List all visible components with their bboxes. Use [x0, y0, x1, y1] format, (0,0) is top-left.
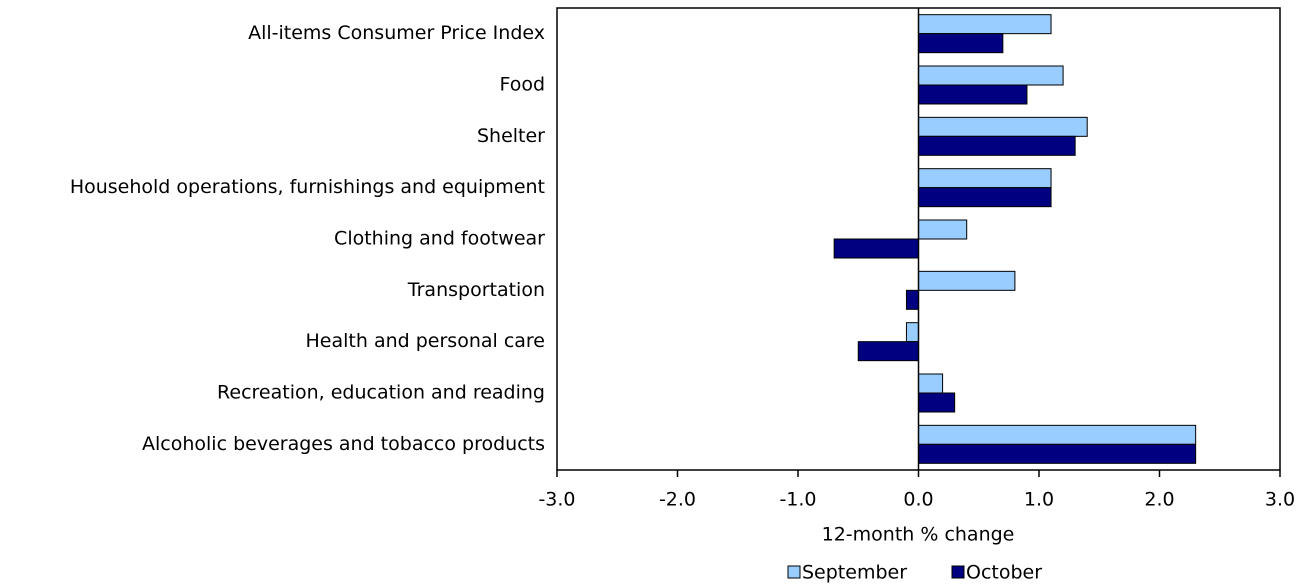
- y-tick-label: Transportation: [407, 279, 545, 301]
- y-tick-label: Health and personal care: [306, 330, 545, 352]
- bar: [918, 135, 1076, 156]
- x-tick-label: -2.0: [659, 489, 696, 511]
- bar: [918, 65, 1064, 86]
- bar: [857, 341, 919, 362]
- legend-label: October: [966, 562, 1042, 584]
- x-tick-label: 3.0: [1265, 489, 1295, 511]
- bar: [918, 33, 1004, 54]
- x-tick-label: -1.0: [779, 489, 816, 511]
- bar: [833, 238, 920, 259]
- bar: [918, 84, 1028, 105]
- y-tick-label: Clothing and footwear: [334, 228, 545, 250]
- bar: [918, 168, 1052, 189]
- x-tick-label: 2.0: [1144, 489, 1174, 511]
- bar: [918, 443, 1197, 464]
- y-tick-label: Household operations, furnishings and eq…: [70, 176, 545, 198]
- x-axis-label: 12-month % change: [822, 524, 1015, 546]
- bar: [918, 219, 968, 240]
- bar: [905, 322, 920, 343]
- y-tick-label: All-items Consumer Price Index: [248, 22, 545, 44]
- x-tick-label: -3.0: [538, 489, 575, 511]
- legend-swatch: [787, 565, 801, 579]
- y-tick-label: Shelter: [477, 125, 545, 147]
- bar: [918, 373, 944, 394]
- y-tick-label: Recreation, education and reading: [217, 382, 545, 404]
- bar: [918, 424, 1197, 445]
- bar: [905, 289, 920, 310]
- bar: [918, 14, 1052, 35]
- x-tick-label: 1.0: [1024, 489, 1054, 511]
- bar: [918, 270, 1016, 291]
- legend-label: September: [802, 562, 907, 584]
- x-tick-label: 0.0: [903, 489, 933, 511]
- legend-swatch: [951, 565, 965, 579]
- bar: [918, 187, 1052, 208]
- y-tick-label: Food: [499, 74, 545, 96]
- y-tick-label: Alcoholic beverages and tobacco products: [142, 433, 545, 455]
- bar: [918, 116, 1088, 137]
- bar: [918, 392, 956, 413]
